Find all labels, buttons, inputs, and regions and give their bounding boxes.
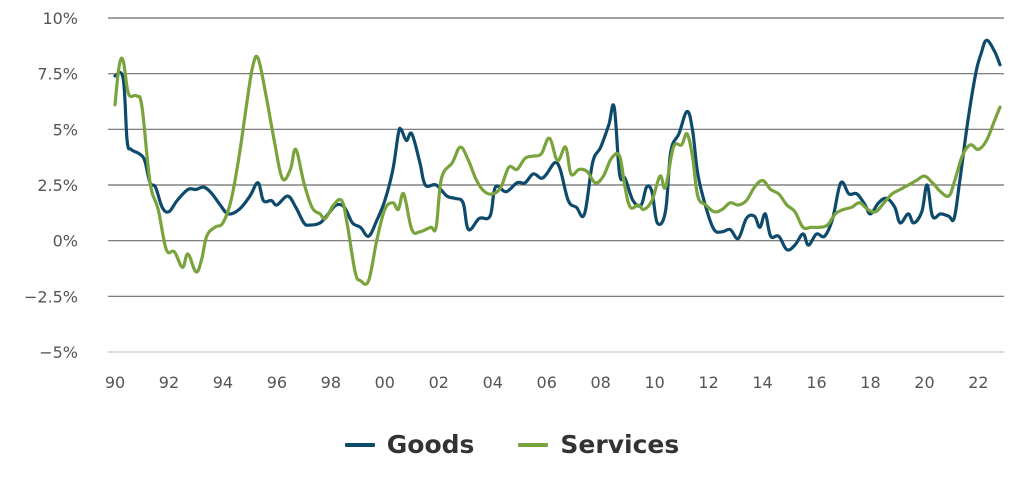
x-tick-label: 92	[159, 373, 179, 392]
x-tick-label: 00	[375, 373, 395, 392]
x-axis-tick-labels: 90 92 94 96 98 00 02 04 06 08 10 12 14 16 18 20 22	[105, 373, 989, 392]
legend: Goods Services	[0, 430, 1024, 459]
x-tick-label: 06	[537, 373, 557, 392]
legend-swatch-services	[518, 442, 549, 447]
y-tick-label: −2.5%	[24, 287, 78, 306]
x-tick-label: 14	[752, 373, 772, 392]
x-tick-label: 96	[267, 373, 287, 392]
y-tick-label: 2.5%	[37, 176, 78, 195]
legend-label-goods: Goods	[386, 430, 475, 459]
series-line-services	[113, 54, 1002, 286]
y-tick-label: 7.5%	[37, 65, 78, 84]
gridlines	[108, 17, 1004, 353]
y-tick-label: −5%	[39, 343, 78, 362]
x-tick-label: 90	[105, 373, 125, 392]
x-tick-label: 08	[590, 373, 610, 392]
x-tick-label: 02	[429, 373, 449, 392]
legend-swatch-goods	[344, 442, 375, 447]
legend-item-services: Services	[518, 430, 679, 459]
x-tick-label: 98	[321, 373, 341, 392]
x-tick-label: 10	[644, 373, 664, 392]
series-line-goods	[113, 38, 1002, 252]
legend-label-services: Services	[560, 430, 680, 459]
x-tick-label: 20	[914, 373, 934, 392]
x-tick-label: 94	[213, 373, 233, 392]
legend-item-goods: Goods	[344, 430, 475, 459]
y-axis-tick-labels: 10% 7.5% 5% 2.5% 0% −2.5% −5%	[24, 9, 78, 362]
x-tick-label: 04	[483, 373, 503, 392]
y-tick-label: 0%	[53, 232, 78, 251]
x-tick-label: 22	[968, 373, 988, 392]
x-tick-label: 16	[806, 373, 826, 392]
series-lines	[113, 38, 1002, 286]
x-tick-label: 12	[698, 373, 718, 392]
y-tick-label: 10%	[42, 9, 78, 28]
x-tick-label: 18	[860, 373, 880, 392]
y-tick-label: 5%	[53, 120, 78, 139]
